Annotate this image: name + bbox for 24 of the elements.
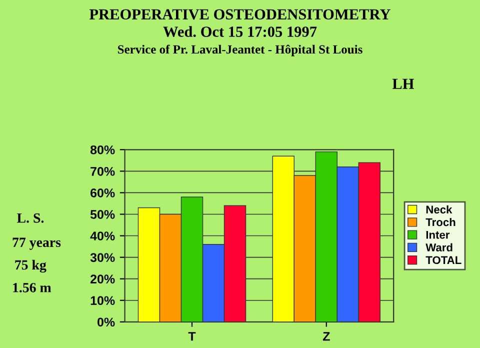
chart-subtitle: Wed. Oct 15 17:05 1997: [163, 26, 317, 37]
text: 1.56 m: [13, 282, 52, 292]
text: L. S.: [17, 213, 44, 223]
chart-title: PREOPERATIVE OSTEODENSITOMETRY: [89, 9, 390, 20]
y-tick-label: 10%: [90, 296, 115, 306]
y-tick-label: 80%: [90, 145, 115, 154]
y-tick-label: 20%: [90, 274, 115, 284]
legend-label: TOTAL: [426, 256, 462, 264]
y-tick-label: 50%: [90, 210, 115, 219]
y-tick-label: 0%: [98, 318, 115, 327]
x-tick-label: Z: [322, 332, 330, 341]
x-tick-label: T: [188, 332, 196, 341]
y-tick-label: 60%: [90, 188, 115, 198]
text: 75 kg: [15, 260, 46, 273]
y-tick-label: 70%: [90, 166, 115, 176]
y-tick-label: 40%: [90, 232, 115, 240]
text: Service of Pr. Laval-Jeantet - Hôpital St Louis: [118, 44, 362, 56]
text: 77 years: [12, 238, 61, 250]
legend-label: Ward: [426, 243, 452, 252]
legend-label: Troch: [426, 218, 456, 226]
y-tick-label: 30%: [90, 253, 115, 262]
legend-label: Neck: [426, 205, 452, 214]
legend-label: Inter: [426, 231, 450, 239]
text: LH: [392, 78, 414, 89]
